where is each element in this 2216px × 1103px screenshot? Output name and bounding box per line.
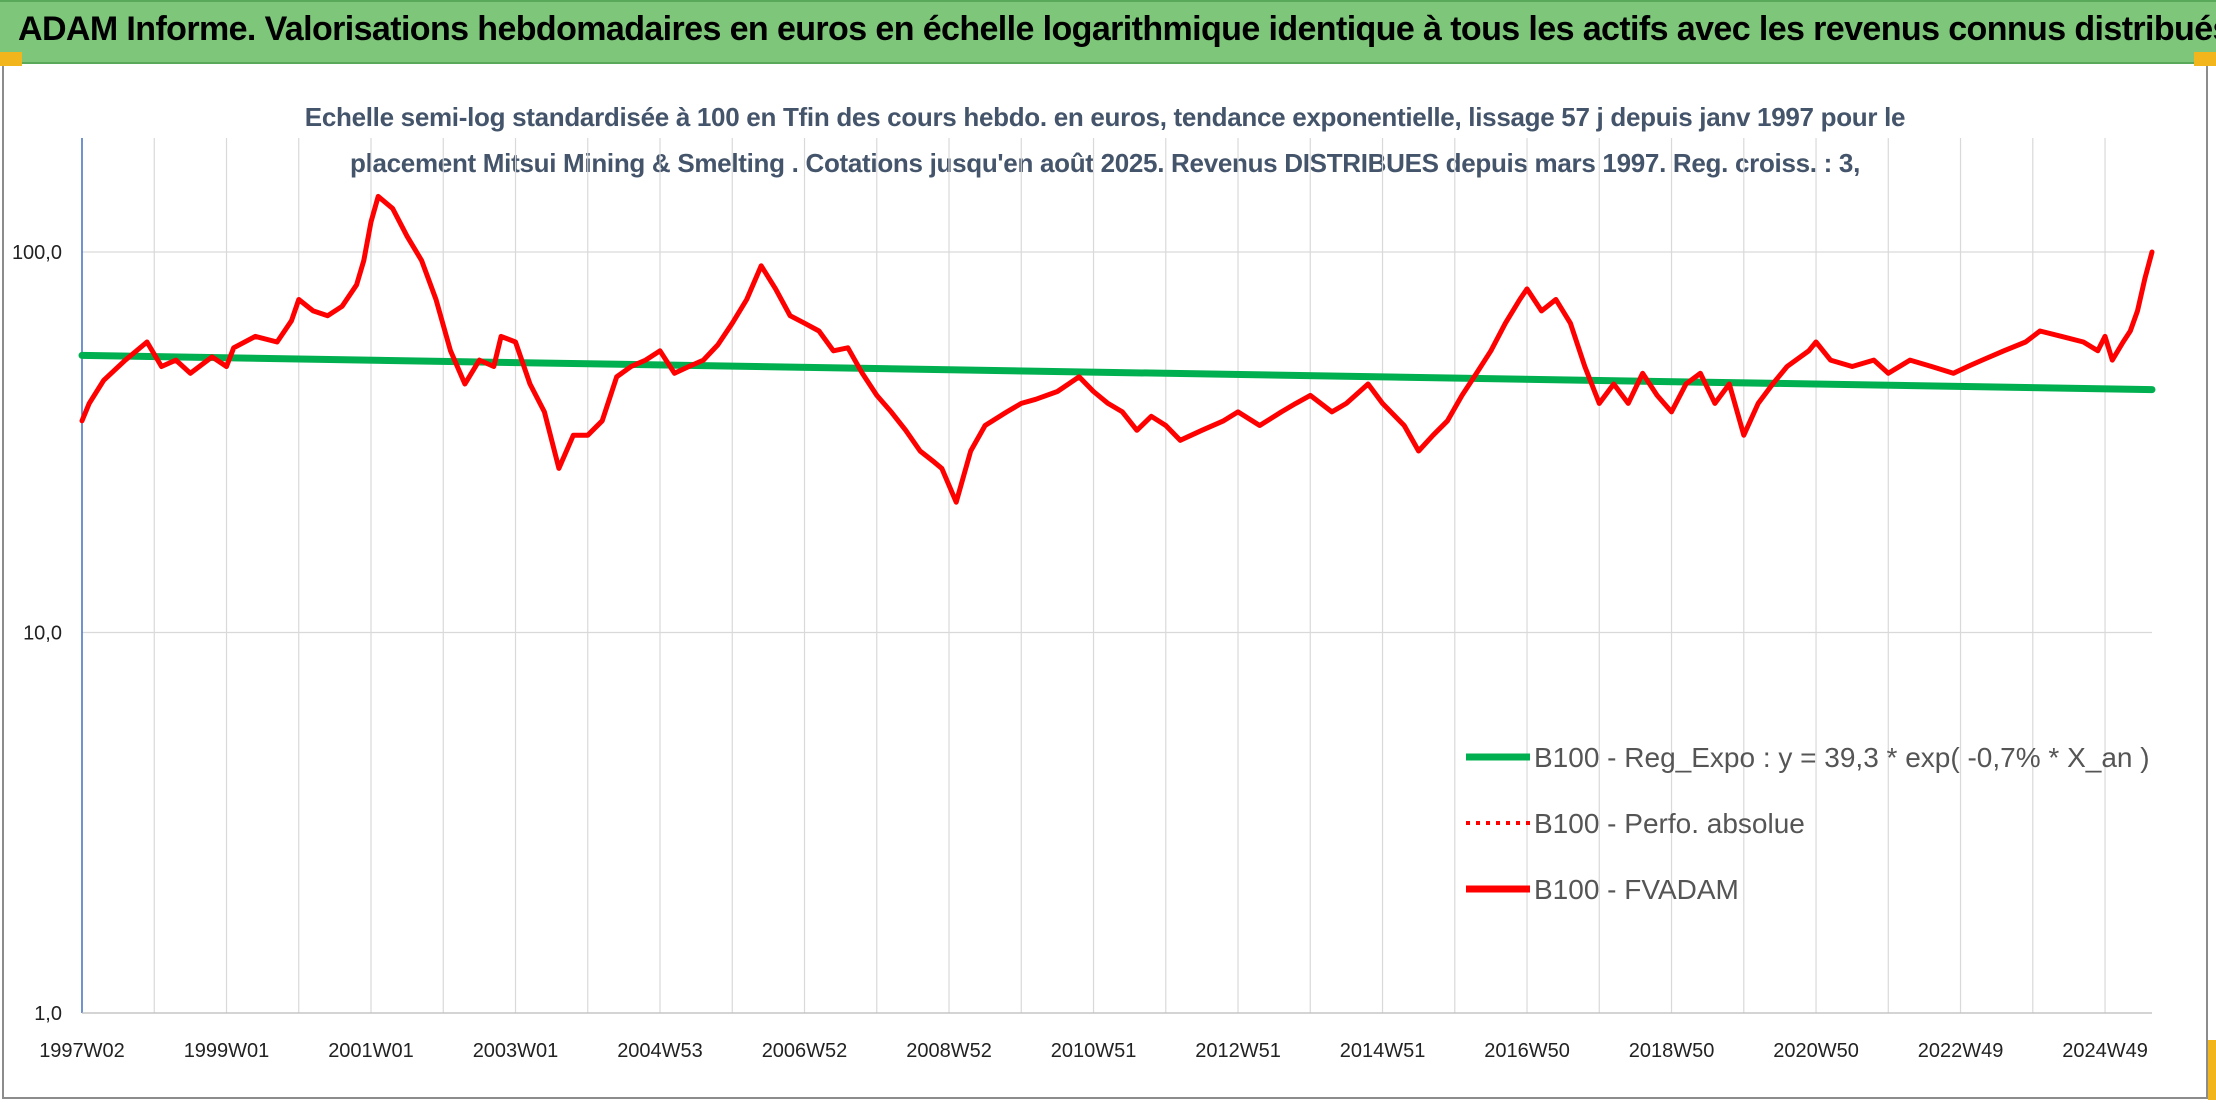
chart-subtitle-line-1: Echelle semi-log standardisée à 100 en T… (304, 102, 1906, 132)
x-tick-label: 2020W50 (1773, 1040, 1859, 1062)
chart-subtitle-line-2: placement Mitsui Mining & Smelting . Cot… (349, 148, 1861, 178)
x-tick-label: 2003W01 (473, 1040, 559, 1062)
axes: 1,0 10,0 100,0 1997W02 1999W01 2001W01 2003W01… (12, 138, 2152, 1062)
legend-label-2: B100 - Perfo. absolue (1534, 808, 1805, 839)
y-tick-label: 100,0 (12, 242, 62, 264)
page-title: ADAM Informe. Valorisations hebdomadaire… (18, 10, 2216, 48)
x-tick-label: 2001W01 (328, 1040, 414, 1062)
series-line-1 (78, 351, 2156, 394)
x-tick-label: 2018W50 (1629, 1040, 1715, 1062)
x-tick-label: 2006W52 (762, 1040, 848, 1062)
x-tick-label: 2022W49 (1918, 1040, 2004, 1062)
x-tick-label: 2008W52 (906, 1040, 992, 1062)
x-tick-label: 2014W51 (1340, 1040, 1426, 1062)
x-tick-label: 2012W51 (1195, 1040, 1281, 1062)
series-line-3 (79, 193, 2155, 505)
x-tick-label: 1997W02 (39, 1040, 125, 1062)
corner-marker-right (2194, 52, 2216, 66)
gridlines (81, 138, 2152, 1014)
chart-subtitle: Echelle semi-log standardisée à 100 en T… (240, 94, 1970, 186)
y-tick-label: 1,0 (34, 1003, 62, 1025)
series-lines (78, 193, 2156, 505)
legend-label-3: B100 - FVADAM (1534, 874, 1739, 905)
x-tick-label: 2024W49 (2062, 1040, 2148, 1062)
x-tick-label: 2016W50 (1484, 1040, 1570, 1062)
corner-marker-left (0, 52, 22, 66)
corner-marker-bottom-right (2208, 1040, 2216, 1100)
chart-frame (2, 66, 2208, 1099)
title-banner: ADAM Informe. Valorisations hebdomadaire… (0, 0, 2216, 64)
x-tick-label: 2004W53 (617, 1040, 703, 1062)
x-tick-label: 2010W51 (1051, 1040, 1137, 1062)
legend: B100 - Reg_Expo : y = 39,3 * exp( -0,7% … (1466, 742, 2150, 905)
x-tick-label: 1999W01 (184, 1040, 270, 1062)
legend-label-1: B100 - Reg_Expo : y = 39,3 * exp( -0,7% … (1534, 742, 2150, 773)
y-tick-label: 10,0 (23, 623, 62, 645)
